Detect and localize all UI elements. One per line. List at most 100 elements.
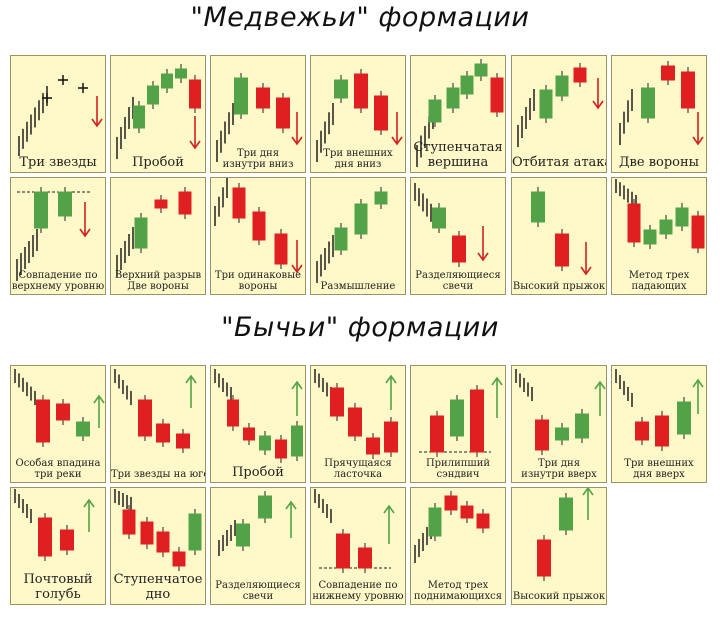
- candle: [189, 75, 201, 113]
- pattern-name: Разделяющиеся свечи: [211, 580, 305, 602]
- pattern-chart: [517, 63, 604, 147]
- candle: [232, 183, 246, 223]
- pattern-name-line: три реки: [34, 469, 82, 480]
- pattern-name: Высокий прыжок: [512, 591, 606, 602]
- pattern-chart: [14, 489, 95, 561]
- pattern-name: Отбитая атака: [512, 155, 606, 170]
- pattern-name: Три внешних дня вверх: [612, 458, 706, 480]
- pattern-name-line: Особая впадина: [15, 458, 101, 469]
- bull-pattern-panel: Совпадение по нижнему уровню: [310, 487, 406, 605]
- trend-ticks: [316, 235, 334, 283]
- bear-pattern-panel: Ступенчатая вершина: [410, 55, 506, 173]
- pattern-name-line: ласточка: [333, 469, 383, 480]
- pattern-name-line: Совпадение по: [318, 580, 398, 591]
- candle: [275, 435, 287, 463]
- pattern-name: Метод трех поднимающихся: [411, 580, 505, 602]
- pattern-name-line: падающих: [631, 281, 687, 292]
- pattern-name-line: свечи: [442, 281, 474, 292]
- candle: [681, 67, 695, 113]
- candle: [134, 213, 148, 253]
- pattern-chart: [615, 369, 704, 451]
- candle: [555, 423, 569, 445]
- candle: [36, 395, 50, 447]
- candle: [452, 231, 466, 267]
- candle: [573, 63, 587, 87]
- trend-ticks: [517, 89, 535, 147]
- pattern-chart: [316, 69, 403, 162]
- trend-ticks: [114, 489, 132, 511]
- candle: [334, 223, 348, 255]
- bear-pattern-panel: Три звезды: [10, 55, 106, 173]
- pattern-chart: [314, 489, 395, 573]
- pattern-name-line: вершина: [427, 154, 489, 170]
- candle: [38, 513, 52, 561]
- pattern-name: Три звезды на юге: [111, 469, 205, 480]
- trend-ticks: [214, 369, 232, 401]
- bear-pattern-panel: Три внешних дня вниз: [310, 55, 406, 173]
- bear-pattern-panel: Отбитая атака: [511, 55, 607, 173]
- candle: [274, 229, 288, 269]
- candle: [34, 187, 48, 233]
- bear-pattern-panel: Метод трех падающих: [611, 177, 707, 295]
- trend-ticks: [619, 89, 633, 145]
- candle: [470, 385, 484, 457]
- arrow-up-icon: [291, 380, 303, 416]
- pattern-name: Три звезды: [11, 155, 105, 170]
- arrow-down-icon: [291, 112, 303, 146]
- candle: [243, 423, 255, 445]
- bear-pattern-panel: Верхний разрыв Две вороны: [110, 177, 206, 295]
- arrow-down-icon: [291, 240, 303, 274]
- candle: [655, 411, 669, 451]
- candle: [635, 417, 649, 445]
- candle: [555, 229, 569, 271]
- star-cross-icon: [58, 75, 68, 85]
- candle: [358, 543, 372, 573]
- candle: [334, 75, 348, 103]
- pattern-name-line: вороны: [238, 281, 278, 292]
- pattern-chart: [114, 369, 197, 453]
- candle: [172, 547, 186, 571]
- pattern-name-line: Метод трех: [427, 580, 489, 591]
- pattern-name: Разделяющиеся свечи: [411, 270, 505, 292]
- candle: [366, 433, 380, 459]
- arrow-up-icon: [594, 380, 606, 416]
- bull-pattern-panel: Прилипший сэндвич: [410, 365, 506, 483]
- pattern-name-line: Совпадение по: [18, 270, 98, 281]
- candle: [336, 529, 350, 573]
- pattern-name-line: дня вниз: [334, 159, 382, 170]
- pattern-name-line: Прячущаяся: [324, 458, 392, 469]
- candle: [675, 203, 689, 231]
- pattern-name-line: нижнему уровню: [312, 591, 404, 602]
- trend-ticks: [18, 86, 48, 156]
- candle: [234, 73, 248, 119]
- arrow-down-icon: [692, 112, 704, 146]
- candle: [354, 69, 368, 113]
- trend-ticks: [615, 369, 633, 407]
- candle: [661, 61, 675, 85]
- candle: [259, 431, 271, 455]
- trend-ticks: [216, 103, 234, 162]
- pattern-name-line: Прилипший: [425, 458, 491, 469]
- pattern-name-line: изнутри вниз: [222, 159, 294, 170]
- pattern-name-line: Разделяющиеся: [215, 580, 301, 591]
- candle: [539, 85, 553, 123]
- trend-ticks: [615, 179, 637, 209]
- candle: [428, 95, 442, 127]
- candle: [256, 83, 270, 113]
- bull-pattern-panel: Метод трех поднимающихся: [410, 487, 506, 605]
- arrow-down-icon: [477, 226, 489, 262]
- pattern-name-line: дно: [145, 586, 171, 602]
- pattern-name-line: Почтовый: [23, 572, 93, 588]
- arrow-up-icon: [185, 374, 197, 408]
- trend-ticks: [14, 489, 32, 523]
- candle: [460, 501, 474, 523]
- pattern-name-line: Разделяющиеся: [415, 270, 501, 281]
- pattern-name-line: Ступенчатое: [113, 572, 203, 588]
- arrow-up-icon: [491, 376, 503, 418]
- pattern-name: Прячущаяся ласточка: [311, 458, 405, 480]
- trend-ticks: [116, 97, 134, 159]
- pattern-name-line: Высокий прыжок: [512, 591, 606, 602]
- pattern-name-line: Метод трех: [628, 270, 690, 281]
- candle: [122, 505, 136, 539]
- pattern-chart: [531, 187, 592, 276]
